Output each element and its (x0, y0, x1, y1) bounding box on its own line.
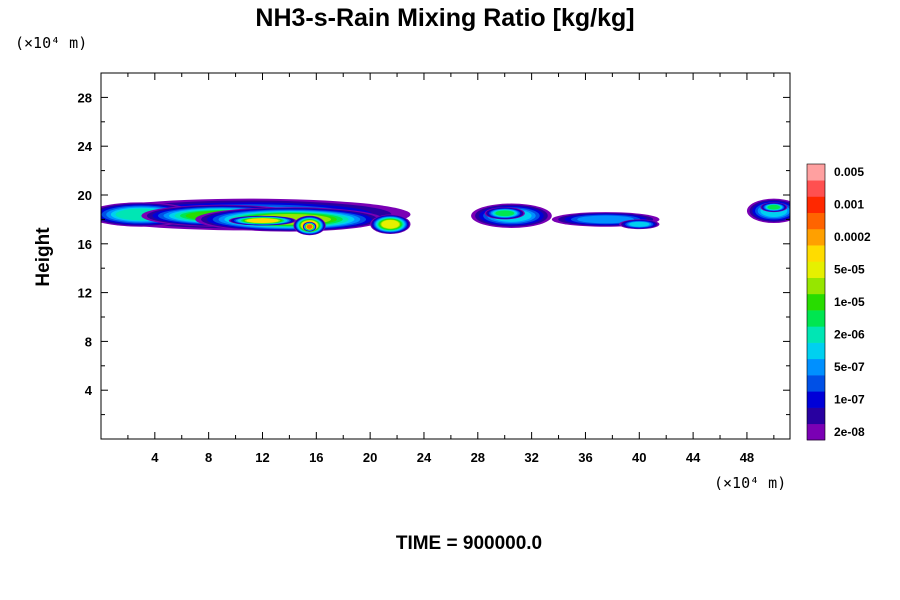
y-tick-label: 8 (85, 334, 92, 349)
contour-region-4-11 (248, 218, 277, 223)
colorbar-label: 5e-07 (834, 360, 865, 374)
contour-region-11-5 (629, 221, 650, 227)
time-footer: TIME = 900000.0 (396, 533, 542, 554)
colorbar-label: 1e-07 (834, 392, 865, 406)
colorbar-swatch (807, 180, 825, 197)
x-tick-label: 48 (740, 450, 754, 465)
colorbar-label: 5e-05 (834, 263, 865, 277)
contour-region-13-7 (767, 204, 781, 210)
x-tick-label: 36 (578, 450, 592, 465)
y-tick-label: 4 (85, 383, 93, 398)
colorbar-swatch (807, 375, 825, 392)
colorbar-swatch (807, 196, 825, 214)
colorbar-swatch (807, 342, 825, 360)
x-tick-label: 12 (255, 450, 269, 465)
y-axis-label: Height (33, 227, 54, 287)
colorbar-label: 1e-05 (834, 295, 865, 309)
colorbar-swatch (807, 407, 825, 425)
colorbar-swatch (807, 261, 825, 278)
y-tick-label: 24 (78, 139, 93, 154)
colorbar-swatch (807, 245, 825, 262)
chart-title: NH3-s-Rain Mixing Ratio [kg/kg] (255, 4, 634, 32)
colorbar-frame (806, 163, 826, 441)
colorbar: 2e-08 1e-07 5e-07 2e-06 1e-05 5e-05 0.0002 0.00… (806, 163, 871, 441)
contour-region-7-10 (381, 220, 400, 229)
y-tick-label: 16 (78, 237, 92, 252)
colorbar-swatch (807, 358, 825, 376)
x-tick-label: 24 (417, 450, 432, 465)
x-tick-label: 4 (151, 450, 159, 465)
colorbar-label: 2e-06 (834, 327, 865, 341)
colorbar-label: 0.001 (834, 198, 864, 212)
colorbar-label: 0.0002 (834, 230, 871, 244)
y-unit-label: (×10⁴ m) (15, 34, 87, 52)
colorbar-swatch (807, 391, 825, 408)
x-tick-label: 40 (632, 450, 646, 465)
x-tick-label: 28 (471, 450, 485, 465)
colorbar-swatch (807, 293, 825, 311)
colorbar-label: 2e-08 (834, 425, 865, 439)
colorbar-swatch (807, 212, 825, 230)
contour-region-10-4 (577, 215, 635, 224)
colorbar-swatch (807, 310, 825, 327)
y-tick-label: 20 (78, 188, 92, 203)
y-tick-label: 12 (78, 286, 92, 301)
contour-region-9-7 (495, 210, 515, 217)
x-tick-label: 44 (686, 450, 701, 465)
y-tick-label: 28 (78, 90, 92, 105)
colorbar-swatch (807, 228, 825, 246)
x-tick-label: 20 (363, 450, 377, 465)
colorbar-swatch (807, 164, 825, 181)
x-tick-label: 32 (524, 450, 538, 465)
contour-field (101, 198, 790, 236)
x-unit-label: (×10⁴ m) (714, 474, 786, 492)
colorbar-swatch (807, 326, 825, 343)
x-tick-label: 16 (309, 450, 323, 465)
x-tick-label: 8 (205, 450, 212, 465)
colorbar-swatch (807, 423, 825, 441)
contour-region-6-13 (306, 224, 313, 229)
colorbar-label: 0.005 (834, 165, 864, 179)
plot-frame (100, 72, 791, 440)
colorbar-swatch (807, 277, 825, 295)
